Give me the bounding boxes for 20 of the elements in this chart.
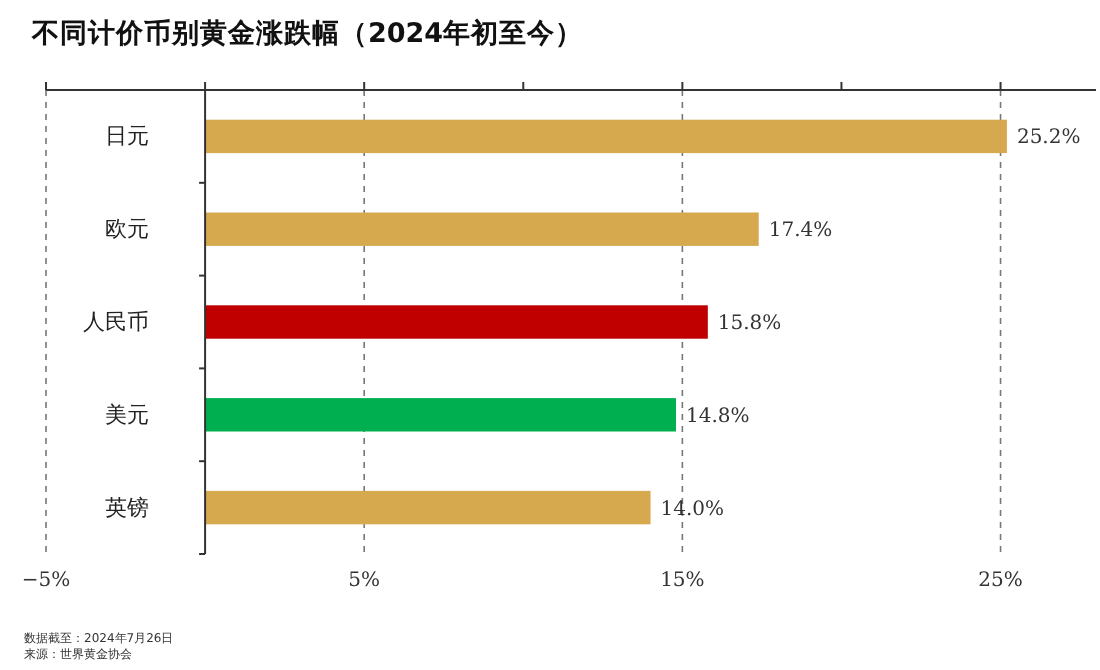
x-tick-label: 15%	[660, 570, 705, 593]
bar	[205, 398, 676, 432]
bar	[205, 305, 708, 339]
data-label: 14.8%	[686, 405, 750, 428]
x-tick-label: 25%	[978, 570, 1023, 593]
data-label: 17.4%	[768, 220, 833, 243]
y-tick-label: 美元	[105, 401, 150, 428]
y-tick-label: 人民币	[83, 309, 150, 336]
chart-title: 不同计价币别黄金涨跌幅（2024年初至今）	[30, 16, 584, 50]
data-label: 25.2%	[1016, 127, 1081, 150]
data-label: 14.0%	[660, 498, 725, 521]
bar	[205, 212, 759, 246]
y-tick-label: 英镑	[105, 494, 150, 521]
data-label: 15.8%	[717, 313, 782, 335]
x-tick-label: 5%	[348, 570, 381, 593]
x-tick-label: −5%	[21, 570, 71, 593]
bar	[205, 490, 651, 525]
y-tick-label: 欧元	[105, 216, 150, 243]
y-tick-label: 日元	[105, 123, 150, 150]
bar	[205, 119, 1007, 154]
